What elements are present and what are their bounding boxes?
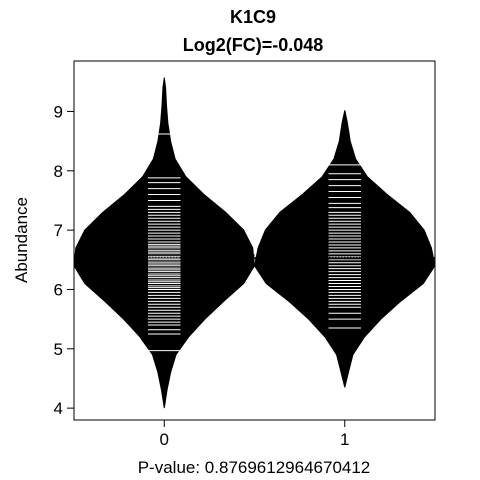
y-tick-label-7: 7	[54, 221, 63, 240]
plot-frame	[73, 60, 436, 421]
x-tick-label-1: 1	[340, 430, 349, 449]
y-tick-label-8: 8	[54, 162, 63, 181]
bean-lines-layer	[148, 133, 361, 352]
mean-lines-layer	[74, 254, 435, 260]
y-axis-label: Abundance	[12, 197, 31, 283]
chart-subtitle: Log2(FC)=-0.048	[183, 35, 324, 55]
y-tick-label-6: 6	[54, 280, 63, 299]
y-tick-label-4: 4	[54, 399, 63, 418]
beans-layer	[73, 77, 436, 409]
chart-title: K1C9	[230, 7, 276, 27]
y-axis: 4 5 6 7 8 9	[54, 102, 74, 418]
y-tick-label-9: 9	[54, 102, 63, 121]
bean-shape-0	[73, 77, 256, 409]
x-tick-label-0: 0	[160, 430, 169, 449]
bean-shape-1	[253, 110, 436, 388]
y-tick-label-5: 5	[54, 340, 63, 359]
x-axis-label: P-value: 0.8769612964670412	[138, 458, 371, 477]
